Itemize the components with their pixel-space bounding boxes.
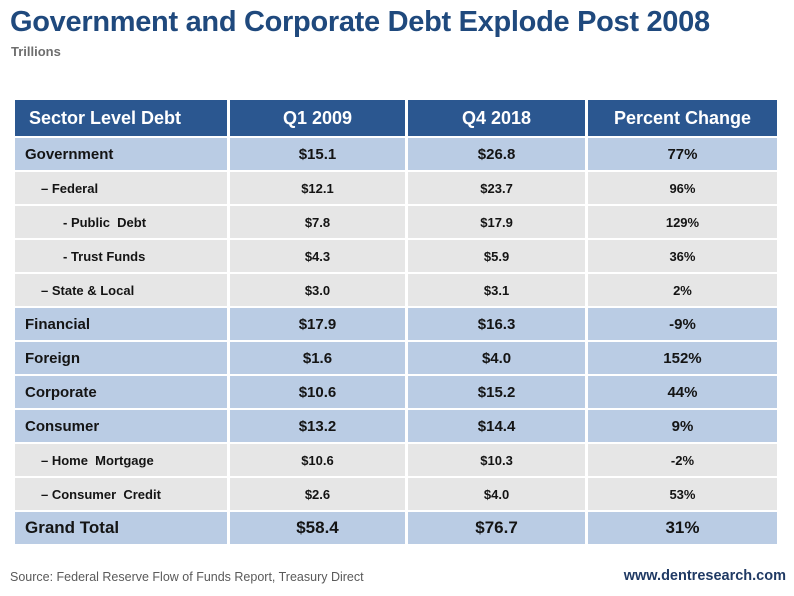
- row-label: - Trust Funds: [15, 240, 227, 272]
- table-row: – Home Mortgage $10.6 $10.3 -2%: [15, 444, 777, 476]
- row-value: $15.1: [226, 138, 406, 170]
- row-label: - Public Debt: [15, 206, 227, 238]
- table-row: - Public Debt $7.8 $17.9 129%: [15, 206, 777, 238]
- row-label: Government: [15, 138, 227, 170]
- row-value: $16.3: [405, 308, 585, 340]
- row-label: – Federal: [15, 172, 227, 204]
- table-row: - Trust Funds $4.3 $5.9 36%: [15, 240, 777, 272]
- row-value: $10.6: [226, 444, 406, 476]
- page-title: Government and Corporate Debt Explode Po…: [10, 6, 710, 38]
- source-note: Source: Federal Reserve Flow of Funds Re…: [10, 570, 364, 584]
- column-header-percent-change: Percent Change: [584, 100, 777, 136]
- row-value: $17.9: [405, 206, 585, 238]
- row-label: Consumer: [15, 410, 227, 442]
- row-value: 44%: [584, 376, 777, 408]
- row-value: $10.3: [405, 444, 585, 476]
- row-value: 36%: [584, 240, 777, 272]
- row-value: $23.7: [405, 172, 585, 204]
- row-value: $3.0: [226, 274, 406, 306]
- row-value: $17.9: [226, 308, 406, 340]
- row-value: $2.6: [226, 478, 406, 510]
- row-value: $58.4: [226, 512, 406, 544]
- row-value: $1.6: [226, 342, 406, 374]
- row-label: Corporate: [15, 376, 227, 408]
- table-row: – Consumer Credit $2.6 $4.0 53%: [15, 478, 777, 510]
- row-value: 129%: [584, 206, 777, 238]
- row-value: 53%: [584, 478, 777, 510]
- row-value: -2%: [584, 444, 777, 476]
- row-value: $15.2: [405, 376, 585, 408]
- row-value: $4.3: [226, 240, 406, 272]
- row-value: $4.0: [405, 342, 585, 374]
- row-value: $4.0: [405, 478, 585, 510]
- table-row: Consumer $13.2 $14.4 9%: [15, 410, 777, 442]
- debt-table-container: Sector Level Debt Q1 2009 Q4 2018 Percen…: [15, 98, 777, 546]
- row-label: – Home Mortgage: [15, 444, 227, 476]
- row-value: -9%: [584, 308, 777, 340]
- row-value: $3.1: [405, 274, 585, 306]
- row-value: 9%: [584, 410, 777, 442]
- row-value: $76.7: [405, 512, 585, 544]
- table-row: – State & Local $3.0 $3.1 2%: [15, 274, 777, 306]
- row-value: $5.9: [405, 240, 585, 272]
- row-value: $12.1: [226, 172, 406, 204]
- column-header-q4-2018: Q4 2018: [405, 100, 585, 136]
- column-header-sector: Sector Level Debt: [15, 100, 227, 136]
- row-label: Financial: [15, 308, 227, 340]
- row-value: 2%: [584, 274, 777, 306]
- row-value: 77%: [584, 138, 777, 170]
- debt-table: Sector Level Debt Q1 2009 Q4 2018 Percen…: [15, 98, 777, 546]
- row-value: $26.8: [405, 138, 585, 170]
- table-header-row: Sector Level Debt Q1 2009 Q4 2018 Percen…: [15, 100, 777, 136]
- row-label: Grand Total: [15, 512, 227, 544]
- row-value: $13.2: [226, 410, 406, 442]
- row-value: 31%: [584, 512, 777, 544]
- website-link[interactable]: www.dentresearch.com: [623, 568, 786, 584]
- table-row: – Federal $12.1 $23.7 96%: [15, 172, 777, 204]
- row-label: Foreign: [15, 342, 227, 374]
- row-value: $14.4: [405, 410, 585, 442]
- row-value: $10.6: [226, 376, 406, 408]
- row-value: 152%: [584, 342, 777, 374]
- table-body: Government $15.1 $26.8 77% – Federal $12.1 $23…: [15, 138, 777, 544]
- row-label: – State & Local: [15, 274, 227, 306]
- table-row: Financial $17.9 $16.3 -9%: [15, 308, 777, 340]
- column-header-q1-2009: Q1 2009: [226, 100, 406, 136]
- table-row: Government $15.1 $26.8 77%: [15, 138, 777, 170]
- page-subtitle: Trillions: [11, 44, 61, 59]
- table-row: Foreign $1.6 $4.0 152%: [15, 342, 777, 374]
- table-row: Grand Total $58.4 $76.7 31%: [15, 512, 777, 544]
- table-row: Corporate $10.6 $15.2 44%: [15, 376, 777, 408]
- row-value: $7.8: [226, 206, 406, 238]
- row-label: – Consumer Credit: [15, 478, 227, 510]
- row-value: 96%: [584, 172, 777, 204]
